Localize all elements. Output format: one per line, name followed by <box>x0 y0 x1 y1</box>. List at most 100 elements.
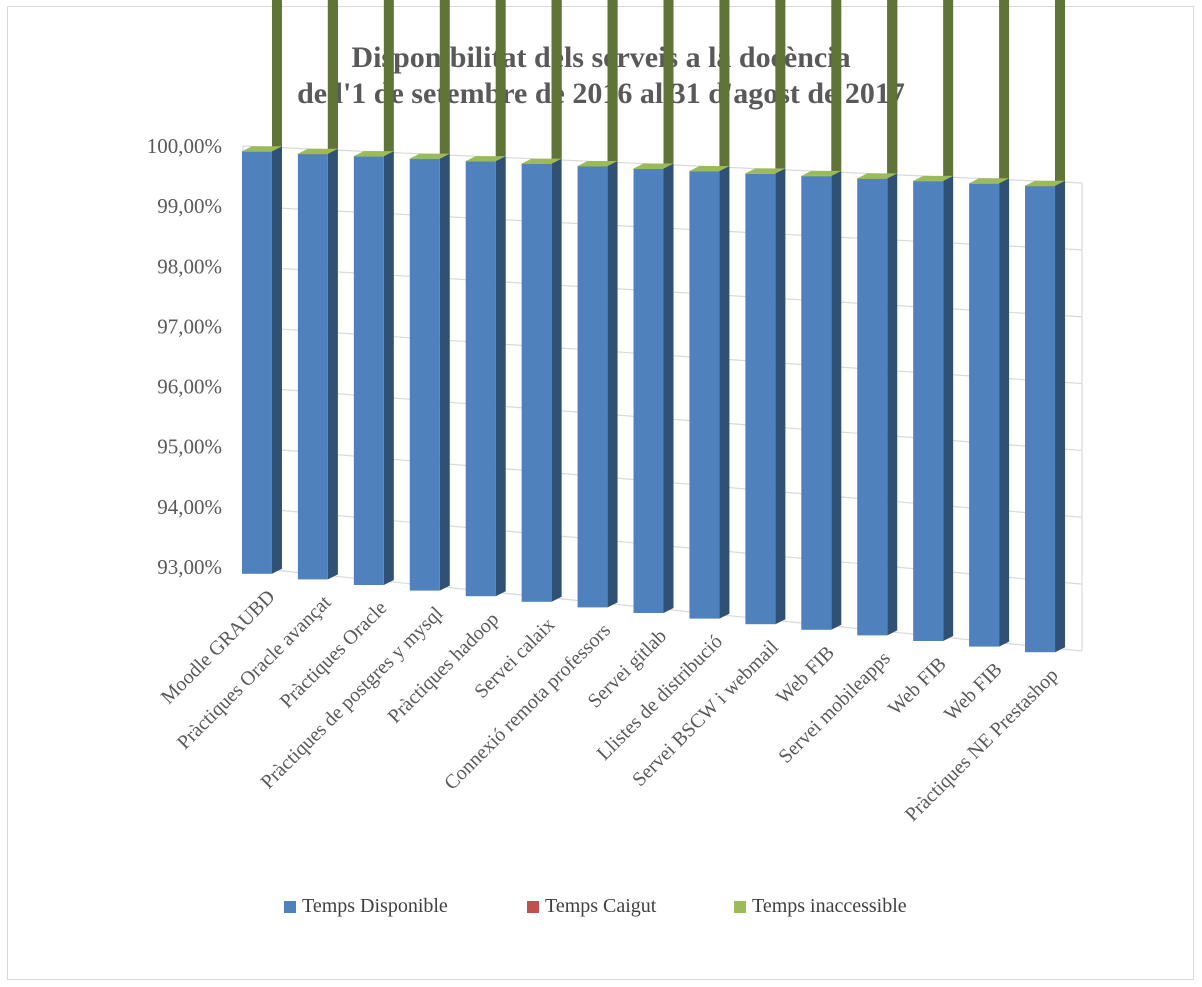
legend-item-disponible: Temps Disponible <box>284 895 448 918</box>
bar-side <box>495 156 506 597</box>
bar-segment <box>353 156 384 585</box>
bar-top <box>969 178 1010 184</box>
bar-side <box>999 0 1010 184</box>
bar-side <box>439 0 450 159</box>
chart-legend: Temps Disponible Temps Caigut Temps inac… <box>0 895 1202 925</box>
y-tick-label: 99,00% <box>157 194 222 218</box>
bar-segment <box>521 163 552 602</box>
legend-swatch-inaccessible <box>734 900 746 913</box>
legend-label-disponible: Temps Disponible <box>302 895 448 917</box>
bar-segment <box>801 175 832 177</box>
legend-swatch-caigut <box>527 900 539 913</box>
bar-segment <box>857 178 888 179</box>
y-tick-label: 94,00% <box>157 495 222 519</box>
bar-side <box>719 0 730 171</box>
bar-segment <box>969 183 1000 647</box>
bar-top <box>297 148 338 154</box>
y-tick-label: 96,00% <box>157 375 222 399</box>
bar-segment <box>1025 185 1056 187</box>
bar-top <box>241 146 282 152</box>
bar-top <box>353 151 394 157</box>
x-category-label: Servei mobileapps <box>774 647 895 768</box>
bar-segment <box>913 180 944 182</box>
bar-segment <box>465 161 496 597</box>
bar-segment <box>745 173 776 625</box>
bar-segment <box>577 166 608 167</box>
bar-side <box>327 148 338 580</box>
bar-top <box>521 158 562 164</box>
bar-top <box>745 168 786 174</box>
bar-side <box>943 175 954 642</box>
bar-side <box>271 0 282 152</box>
bar-side <box>551 0 562 164</box>
bar-side <box>1055 180 1066 653</box>
bar-segment <box>969 183 1000 184</box>
bar-side <box>383 151 394 585</box>
bar-segment <box>689 170 720 619</box>
bar-segment <box>241 151 272 574</box>
bar-top <box>913 175 954 181</box>
bar-segment <box>409 158 440 160</box>
bar-top <box>633 163 674 169</box>
bar-side <box>663 163 674 613</box>
y-tick-label: 93,00% <box>157 555 222 579</box>
bar-segment <box>913 180 944 642</box>
bar-segment <box>465 161 496 162</box>
legend-label-caigut: Temps Caigut <box>545 895 657 917</box>
y-tick-label: 100,00% <box>147 134 222 158</box>
bar-side <box>327 0 338 154</box>
y-tick-label: 97,00% <box>157 314 222 338</box>
bar-side <box>495 0 506 162</box>
bar-segment <box>633 168 664 613</box>
chart-title-line-2: de l'1 de setembre de 2016 al 31 d'agost… <box>297 77 905 110</box>
y-tick-label: 98,00% <box>157 254 222 278</box>
bar-top <box>577 161 618 167</box>
bar-side <box>663 0 674 169</box>
bar-segment <box>297 153 328 155</box>
bar-side <box>719 165 730 619</box>
bar-side <box>831 0 842 176</box>
bar-side <box>271 146 282 574</box>
bar-side <box>887 0 898 179</box>
bar-top <box>1025 180 1066 186</box>
bar-segment <box>633 168 664 169</box>
bar-segment <box>353 156 384 157</box>
chart-title-line-1: Disponibilitat dels serveis a la docènci… <box>351 41 851 74</box>
bar-side <box>607 0 618 167</box>
bar-top <box>409 153 450 159</box>
bar-top <box>465 156 506 162</box>
legend-swatch-disponible <box>284 900 296 913</box>
bar-segment <box>409 158 440 591</box>
bar-side <box>1055 0 1066 186</box>
x-category-label: Moodle GRAUBD <box>157 586 280 709</box>
bar-side <box>943 0 954 181</box>
bar-segment <box>521 163 552 165</box>
legend-label-inaccessible: Temps inaccessible <box>752 895 907 917</box>
bar-side <box>607 161 618 608</box>
bar-segment <box>577 166 608 608</box>
bar-segment <box>857 178 888 636</box>
legend-item-caigut: Temps Caigut <box>527 895 656 918</box>
y-tick-label: 95,00% <box>157 435 222 459</box>
bar-segment <box>297 153 328 580</box>
bar-side <box>551 158 562 602</box>
bar-segment <box>801 175 832 630</box>
bar-side <box>999 178 1010 647</box>
bar-top <box>689 165 730 171</box>
bar-side <box>831 170 842 630</box>
bar-top <box>801 170 842 176</box>
bar-side <box>775 168 786 625</box>
legend-item-inaccessible: Temps inaccessible <box>734 895 907 918</box>
x-category-label: Pràctiques Oracle <box>276 597 392 713</box>
x-category-label: Pràctiques hadoop <box>384 608 504 728</box>
bar-segment <box>745 173 776 174</box>
bar-side <box>887 173 898 636</box>
bar-side <box>439 153 450 591</box>
bar-segment <box>241 151 272 152</box>
bar-side <box>383 0 394 157</box>
bar-segment <box>689 170 720 172</box>
bar-segment <box>1025 185 1056 653</box>
bar-top <box>857 173 898 179</box>
bar-side <box>775 0 786 174</box>
